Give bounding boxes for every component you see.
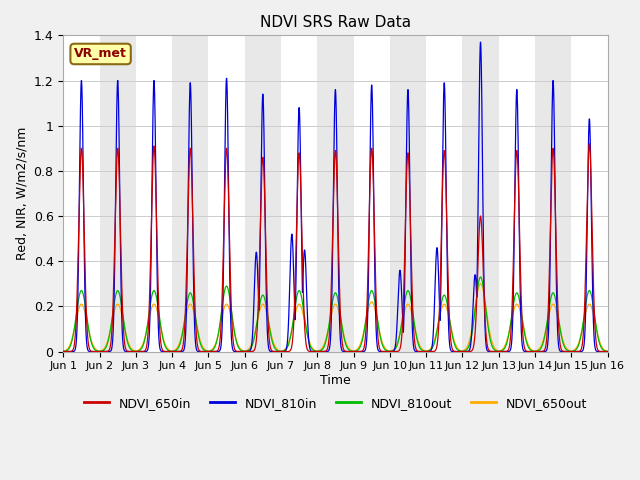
Bar [172,36,209,351]
Bar [317,36,353,351]
Bar [100,36,136,351]
Bar [535,36,572,351]
Bar [426,36,462,351]
Bar [63,36,100,351]
X-axis label: Time: Time [320,374,351,387]
Legend: NDVI_650in, NDVI_810in, NDVI_810out, NDVI_650out: NDVI_650in, NDVI_810in, NDVI_810out, NDV… [79,392,592,415]
Y-axis label: Red, NIR, W/m2/s/nm: Red, NIR, W/m2/s/nm [15,127,28,260]
Bar [209,36,244,351]
Text: VR_met: VR_met [74,48,127,60]
Bar [572,36,607,351]
Bar [136,36,172,351]
Bar [390,36,426,351]
Title: NDVI SRS Raw Data: NDVI SRS Raw Data [260,15,411,30]
Bar [499,36,535,351]
Bar [462,36,499,351]
Bar [281,36,317,351]
Bar [353,36,390,351]
Bar [244,36,281,351]
